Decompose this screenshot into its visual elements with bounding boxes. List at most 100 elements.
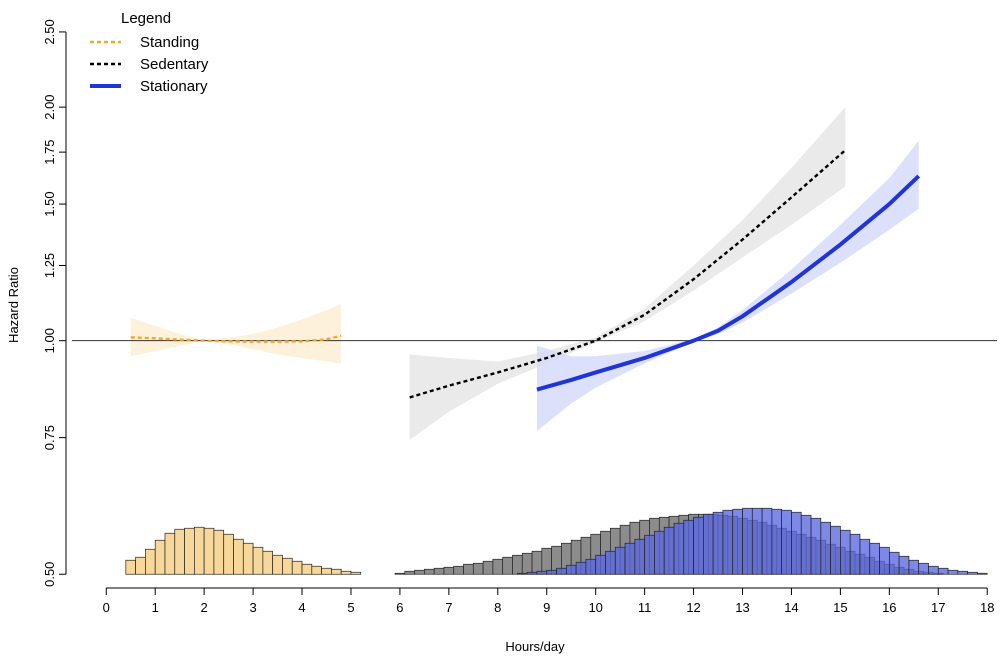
histogram-bar [575, 561, 587, 575]
y-tick-label: 1.50 [42, 191, 57, 216]
histogram-bar [242, 542, 254, 575]
histogram-bar [252, 546, 264, 575]
histogram-bar [634, 538, 645, 575]
histogram-bar [722, 509, 734, 575]
histogram-bar [536, 570, 548, 575]
histogram-bar [771, 508, 783, 575]
histogram-bar [820, 521, 831, 575]
legend: Legend Standing Sedentary Stationary [90, 10, 209, 95]
confidence-band-stationary [536, 140, 919, 431]
histogram-bar [663, 526, 675, 575]
histogram-bar [849, 533, 861, 575]
histogram-bar [908, 559, 920, 575]
histogram-bar [223, 533, 234, 575]
histogram-bar [791, 511, 802, 575]
histogram-bar [644, 534, 655, 575]
x-tick-label: 13 [735, 600, 749, 615]
histogram-bar [918, 562, 929, 575]
histogram-bar [453, 565, 464, 575]
histogram-bar [463, 563, 474, 575]
x-tick-label: 18 [980, 600, 994, 615]
histogram-bar [262, 550, 274, 575]
histogram-bar [502, 556, 513, 575]
histogram-bar [928, 565, 939, 575]
histogram-bar [512, 554, 523, 575]
histogram-bar [331, 568, 342, 575]
histogram-bar [492, 558, 504, 575]
histogram-bar [888, 551, 900, 575]
histogram-bar [614, 546, 626, 575]
confidence-band-layer [130, 107, 919, 440]
histogram-bar [742, 507, 753, 575]
legend-label-stationary: Stationary [140, 78, 208, 95]
histogram-bar [967, 571, 978, 575]
histogram-bar [291, 560, 303, 575]
histogram-bar [683, 519, 694, 575]
histogram-layer [125, 507, 988, 575]
x-tick-label: 14 [784, 600, 798, 615]
histogram-bar [585, 558, 597, 575]
histogram-bar [673, 522, 685, 575]
histogram-bar [526, 571, 538, 575]
x-axis-label: Hours/day [505, 639, 565, 654]
histogram-bar [424, 568, 435, 575]
histogram-standing [125, 526, 362, 575]
histogram-bar [472, 562, 484, 575]
series-line-standing [130, 334, 342, 343]
axes-layer: 0 1 2 3 4 5 6 7 8 9 10 11 12 13 14 15 16 17 180.500.751.00… [42, 19, 994, 615]
x-tick-label: 2 [201, 600, 208, 615]
histogram-bar [947, 569, 959, 575]
y-tick-label: 0.50 [42, 562, 57, 587]
histogram-bar [712, 511, 724, 575]
y-tick-label: 2.00 [42, 94, 57, 119]
y-tick-label: 2.50 [42, 19, 57, 44]
legend-label-sedentary: Sedentary [140, 56, 209, 73]
confidence-band-standing [130, 304, 342, 364]
histogram-bar [174, 528, 185, 575]
legend-title: Legend [121, 10, 171, 27]
histogram-bar [879, 546, 890, 575]
histogram-bar [810, 517, 822, 575]
histogram-bar [184, 527, 195, 575]
x-tick-label: 12 [686, 600, 700, 615]
histogram-bar [859, 538, 871, 575]
y-tick-label: 0.75 [42, 425, 57, 450]
series-line-sedentary [409, 149, 847, 399]
histogram-bar [301, 563, 313, 575]
histogram-bar [145, 548, 156, 575]
x-tick-label: 16 [882, 600, 896, 615]
histogram-bar [800, 514, 812, 575]
histogram-bar [311, 565, 322, 575]
histogram-bar [693, 516, 704, 575]
histogram-bar [194, 526, 205, 575]
histogram-bar [350, 571, 362, 575]
histogram-bar [414, 569, 425, 575]
histogram-bar [595, 554, 606, 575]
x-tick-label: 17 [931, 600, 945, 615]
histogram-bar [154, 539, 166, 575]
y-tick-label: 1.00 [42, 328, 57, 353]
histogram-bar [957, 570, 968, 575]
histogram-bar [482, 560, 494, 575]
histogram-bar [164, 532, 176, 575]
histogram-bar [732, 508, 743, 575]
histogram-bar [321, 567, 332, 575]
x-tick-label: 11 [638, 600, 652, 615]
legend-label-standing: Standing [140, 34, 199, 51]
x-tick-label: 8 [494, 600, 501, 615]
confidence-band-sedentary [409, 107, 846, 440]
histogram-bar [937, 567, 949, 575]
histogram-bar [605, 550, 616, 575]
x-tick-label: 15 [833, 600, 847, 615]
histogram-bar [517, 572, 528, 575]
histogram-bar [233, 538, 244, 575]
histogram-bar [781, 509, 792, 575]
y-tick-label: 1.75 [42, 139, 57, 164]
histogram-bar [404, 570, 415, 575]
histogram-bar [624, 542, 636, 575]
x-tick-label: 5 [347, 600, 354, 615]
histogram-bar [282, 557, 293, 575]
y-axis-label: Hazard Ratio [6, 267, 21, 343]
histogram-bar [394, 572, 406, 575]
